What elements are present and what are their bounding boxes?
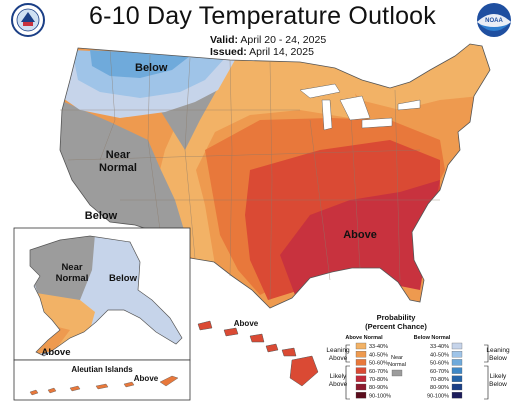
- legend-above-label-0: 33-40%: [369, 344, 388, 350]
- hawaii-islands: [197, 320, 319, 387]
- conus-map: [60, 44, 490, 308]
- legend-above-label-1: 40-50%: [369, 352, 388, 358]
- commerce-seal-logo: [11, 3, 45, 37]
- legend-below-label-3: 60-70%: [430, 369, 449, 375]
- legend: Probability (Percent Chance) Above Norma…: [326, 313, 510, 399]
- valid-label: Valid:: [210, 34, 239, 46]
- legend-above-label-6: 90-100%: [369, 393, 391, 399]
- legend-above-swatch-0: [355, 342, 367, 350]
- legend-title-1: Probability: [377, 313, 417, 322]
- legend-above-swatch-5: [355, 383, 367, 391]
- legend-above-bins: 33-40% 40-50% 50-60% 60-70% 70-80% 80-90% 90-1…: [355, 342, 391, 399]
- conus-outline: [59, 43, 491, 309]
- legend-below-swatch-1: [451, 351, 463, 358]
- legend-leaning-above-1: Leaning: [326, 347, 350, 354]
- legend-below-label-5: 80-90%: [430, 385, 449, 391]
- valid-dates: Valid: April 20 - 24, 2025: [210, 34, 326, 46]
- label-aleutian-title: Aleutian Islands: [71, 365, 133, 374]
- legend-near-2: Normal: [388, 362, 406, 368]
- label-ak-near-1: Near: [61, 262, 82, 273]
- legend-below-header: Below Normal: [414, 335, 451, 341]
- legend-leaning-above-2: Above: [329, 355, 348, 362]
- legend-likely-below-1: Likely: [490, 373, 507, 380]
- legend-above-swatch-3: [355, 367, 367, 374]
- legend-above-swatch-1: [355, 351, 367, 358]
- legend-likely-above-2: Above: [329, 381, 348, 388]
- label-hawaii-above: Above: [234, 319, 259, 328]
- issued-label: Issued:: [210, 46, 247, 58]
- legend-below-swatch-3: [451, 367, 463, 374]
- legend-above-label-5: 80-90%: [369, 385, 388, 391]
- legend-above-label-4: 70-80%: [369, 377, 388, 383]
- legend-below-swatch-0: [451, 342, 463, 350]
- legend-likely-above-1: Likely: [330, 373, 347, 380]
- label-ak-near-2: Normal: [56, 273, 89, 284]
- aleutian-inset-frame: [13, 359, 191, 401]
- valid-value: April 20 - 24, 2025: [240, 34, 327, 46]
- legend-likely-below-2: Below: [489, 381, 507, 388]
- legend-below-label-1: 40-50%: [430, 352, 449, 358]
- label-ak-above: Above: [41, 347, 70, 358]
- legend-above-label-3: 60-70%: [369, 369, 388, 375]
- region-below-50: [90, 50, 190, 78]
- aleutian-islands: [29, 375, 179, 396]
- label-ak-below: Below: [109, 273, 138, 284]
- legend-below-swatch-4: [451, 375, 463, 382]
- legend-above-swatch-6: [355, 392, 367, 399]
- legend-leaning-below-2: Below: [489, 355, 507, 362]
- legend-title-2: (Percent Chance): [365, 322, 427, 331]
- legend-below-label-2: 50-60%: [430, 361, 449, 367]
- label-below-nw: Below: [135, 62, 168, 74]
- legend-below-label-0: 33-40%: [430, 344, 449, 350]
- legend-near-swatch: [391, 369, 403, 377]
- legend-above-label-2: 50-60%: [369, 361, 388, 367]
- legend-below-swatch-5: [451, 383, 463, 391]
- legend-leaning-below-1: Leaning: [486, 347, 510, 354]
- region-above-70: [280, 180, 440, 295]
- legend-above-swatch-2: [355, 359, 367, 366]
- legend-below-label-6: 90-100%: [427, 393, 449, 399]
- legend-above-swatch-4: [355, 375, 367, 382]
- issued-value: April 14, 2025: [249, 46, 314, 58]
- label-aleutian-above: Above: [134, 374, 159, 383]
- issued-date: Issued: April 14, 2025: [210, 46, 314, 58]
- label-near-normal-2: Normal: [99, 162, 137, 174]
- label-above-se: Above: [343, 229, 377, 241]
- label-below-sw: Below: [85, 210, 118, 222]
- state-boundaries: [60, 49, 440, 301]
- alaska-outline: [29, 235, 183, 357]
- legend-above-header: Above Normal: [345, 335, 383, 341]
- legend-below-swatch-6: [451, 392, 463, 399]
- legend-near-1: Near: [391, 355, 403, 361]
- great-lakes: [299, 83, 421, 131]
- noaa-logo-text: NOAA: [485, 18, 503, 24]
- legend-below-label-4: 70-80%: [430, 377, 449, 383]
- noaa-logo: NOAA: [477, 3, 511, 37]
- legend-below-bins: 33-40% 40-50% 50-60% 60-70% 70-80% 80-90% 90-1…: [427, 342, 463, 399]
- legend-below-swatch-2: [451, 359, 463, 366]
- label-near-normal-1: Near: [106, 149, 131, 161]
- page-title: 6-10 Day Temperature Outlook: [89, 2, 436, 30]
